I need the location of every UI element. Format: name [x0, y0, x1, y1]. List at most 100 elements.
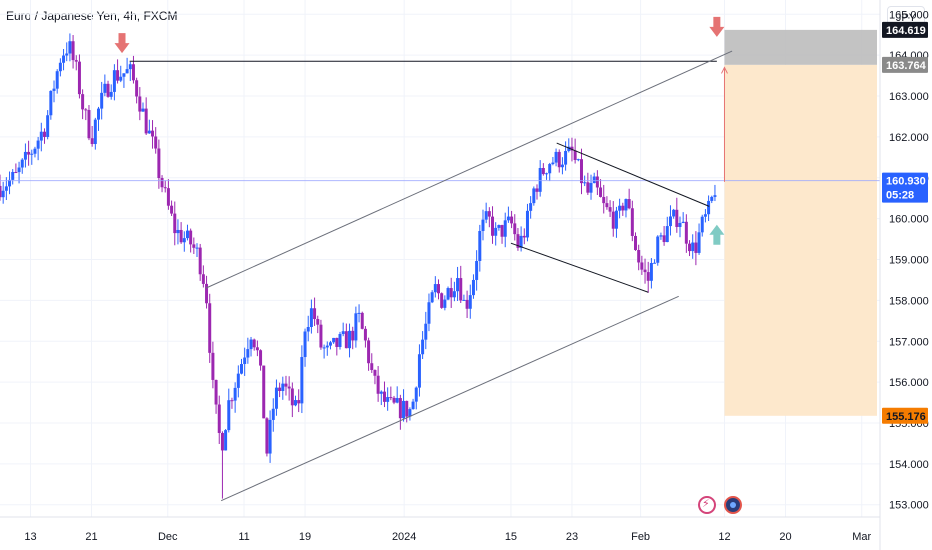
candle-body	[634, 235, 638, 251]
candle-body	[621, 205, 625, 211]
candle-body	[614, 210, 618, 229]
candle-body	[449, 288, 453, 298]
candle-body	[135, 80, 139, 97]
candle-body	[522, 235, 526, 238]
candle-body	[678, 222, 682, 227]
candle-body	[71, 41, 75, 61]
candle-body	[624, 199, 628, 211]
candle-body	[62, 55, 66, 63]
candle-body	[154, 136, 158, 149]
target-icon[interactable]	[724, 496, 742, 514]
y-tick-label: 162.000	[889, 132, 929, 144]
candle-body	[560, 164, 564, 168]
candle-body	[128, 64, 132, 70]
candle-body	[112, 70, 116, 92]
candle-body	[11, 172, 15, 180]
candle-body	[697, 232, 701, 253]
candle-body	[77, 61, 81, 95]
candle-body	[290, 388, 294, 406]
candle-body	[579, 159, 583, 184]
candle-body	[379, 391, 383, 394]
x-tick-label: 19	[299, 531, 311, 543]
candle-body	[93, 119, 97, 145]
candle-body	[605, 203, 609, 208]
candle-body	[217, 404, 221, 433]
take-profit-zone	[724, 29, 877, 65]
stop-loss-zone	[724, 64, 877, 416]
candle-body	[84, 109, 88, 111]
last-price-badge-bg	[882, 172, 928, 203]
candle-body	[408, 409, 412, 417]
candle-body	[147, 130, 151, 134]
candle-body	[119, 76, 123, 81]
x-tick-label: 23	[566, 531, 578, 543]
y-tick-label: 154.000	[889, 459, 929, 471]
y-tick-label: 159.000	[889, 255, 929, 267]
candle-body	[157, 148, 161, 178]
entry-price-badge-bg	[882, 56, 928, 73]
candle-body	[557, 151, 561, 168]
candle-body	[541, 167, 545, 175]
candle-body	[424, 323, 428, 340]
candle-body	[27, 151, 31, 155]
candle-body	[710, 196, 714, 201]
candle-body	[249, 339, 253, 350]
candle-body	[166, 188, 170, 206]
candle-body	[268, 419, 272, 454]
candle-body	[491, 216, 495, 236]
candle-body	[163, 187, 167, 189]
candle-body	[106, 83, 110, 97]
drawings	[0, 16, 880, 502]
candle-body	[230, 400, 234, 402]
candle-body	[224, 430, 228, 451]
candle-body	[510, 216, 514, 224]
candle-body	[363, 328, 367, 341]
candle-body	[306, 327, 310, 332]
candle-body	[475, 260, 479, 280]
y-tick-label: 160.000	[889, 214, 929, 226]
candle-body	[599, 187, 603, 197]
candle-body	[160, 177, 164, 188]
candle-body	[713, 195, 717, 197]
candle-body	[239, 364, 243, 374]
candle-body	[52, 88, 56, 91]
candle-body	[90, 138, 94, 145]
candle-body	[570, 146, 574, 151]
candle-body	[227, 400, 231, 431]
candle-body	[503, 220, 507, 237]
flag-lower-line	[510, 242, 649, 293]
candle-body	[564, 150, 568, 165]
candle-body	[36, 140, 40, 149]
candle-body	[656, 236, 660, 263]
candle-body	[81, 94, 85, 110]
lightning-icon[interactable]	[698, 496, 716, 514]
candle-body	[303, 331, 307, 358]
candle-body	[389, 397, 393, 399]
candle-body	[417, 354, 421, 388]
candle-body	[335, 337, 339, 347]
candle-body	[386, 397, 390, 402]
candle-body	[141, 108, 145, 112]
candle-body	[691, 242, 695, 252]
candle-body	[529, 203, 533, 211]
candle-body	[100, 92, 104, 109]
candle-body	[17, 167, 21, 173]
candle-body	[440, 293, 444, 308]
candle-body	[300, 357, 304, 404]
candle-body	[214, 379, 218, 405]
candle-body	[538, 167, 542, 192]
candle-body	[640, 262, 644, 270]
candle-body	[246, 349, 250, 358]
candle-body	[14, 172, 18, 174]
candle-body	[630, 208, 634, 236]
candle-body	[316, 319, 320, 325]
candle-body	[360, 312, 364, 329]
candle-body	[176, 229, 180, 234]
x-tick-label: Mar	[852, 531, 871, 543]
target-price-badge: 164.619	[886, 25, 926, 37]
buy-arrow-marker	[709, 224, 725, 245]
candle-body	[309, 308, 313, 328]
candle-body	[484, 211, 488, 220]
candle-body	[583, 182, 587, 184]
